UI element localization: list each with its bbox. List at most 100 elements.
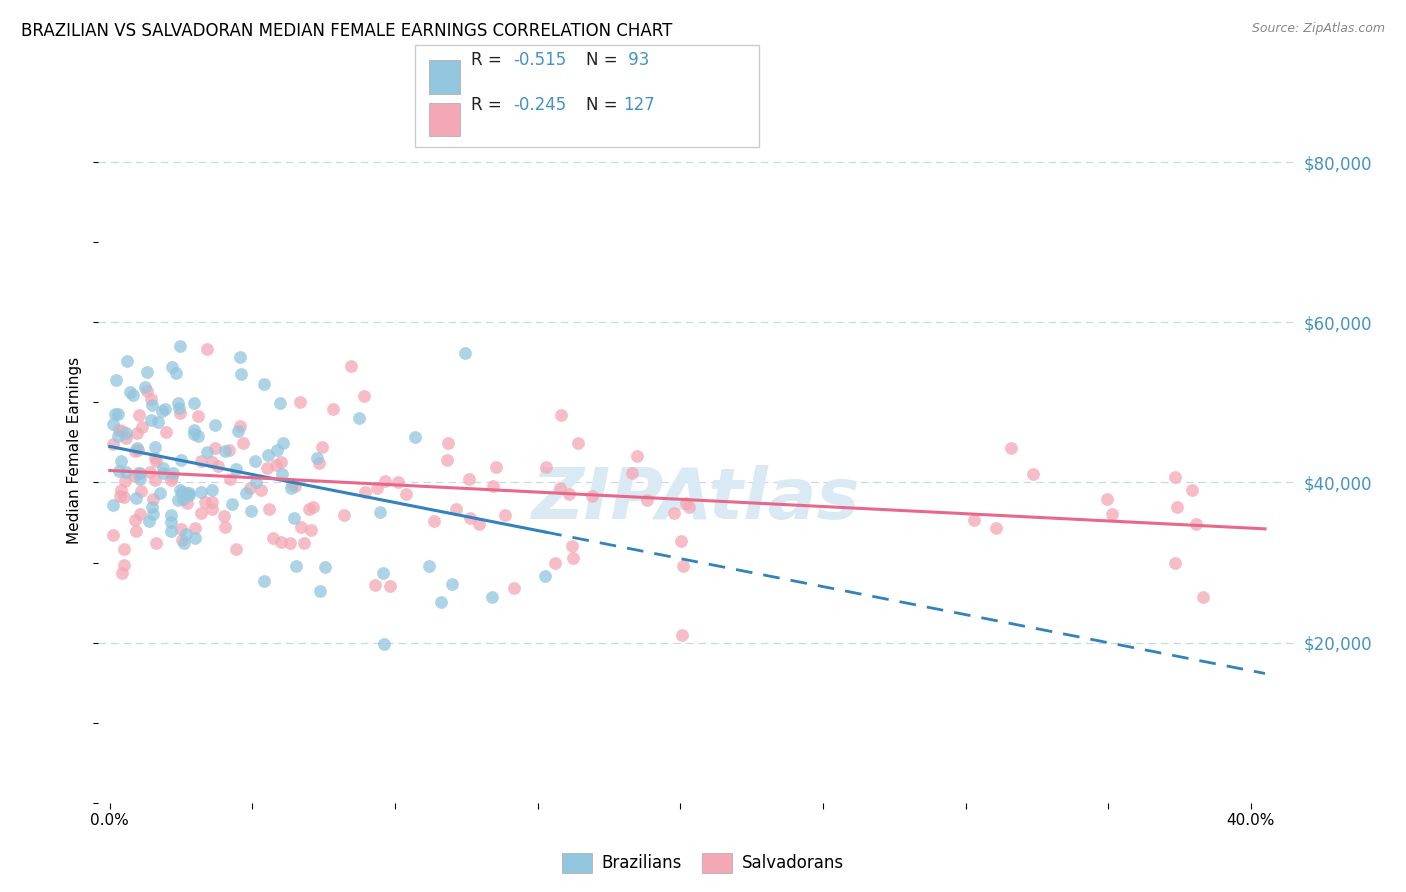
Point [200,495,222,509]
Point [214,444,236,458]
Point [253,574,276,588]
Point [101,498,124,512]
Point [142,492,165,507]
Point [141,399,163,413]
Point [204,441,226,455]
Point [212,509,235,524]
Text: R =: R = [471,96,508,114]
Point [458,471,481,485]
Point [256,461,278,475]
Point [423,515,446,529]
Point [169,483,191,497]
Point [146,416,169,430]
Point [239,504,262,518]
Point [1101,507,1123,521]
Point [333,508,356,522]
Point [111,425,134,439]
Point [468,516,491,531]
Point [1022,467,1045,482]
Point [124,468,146,483]
Point [176,486,198,500]
Point [458,510,481,524]
Point [308,456,330,470]
Point [170,533,193,547]
Point [112,490,135,504]
Point [636,492,658,507]
Point [235,485,257,500]
Point [128,467,150,481]
Point [1164,469,1187,483]
Point [270,455,292,469]
Point [280,481,302,495]
Point [194,495,217,509]
Point [201,455,224,469]
Point [143,451,166,466]
Point [269,395,291,409]
Point [107,407,129,421]
Point [561,539,583,553]
Point [170,484,193,499]
Point [108,423,131,437]
Point [309,584,332,599]
Point [162,466,184,480]
Point [134,379,156,393]
Point [115,426,138,441]
Point [167,401,190,415]
Point [550,408,572,422]
Point [141,392,163,406]
Text: BRAZILIAN VS SALVADORAN MEDIAN FEMALE EARNINGS CORRELATION CHART: BRAZILIAN VS SALVADORAN MEDIAN FEMALE EA… [21,22,672,40]
Point [225,462,247,476]
Point [221,498,243,512]
Point [190,485,212,500]
Point [112,558,135,572]
Point [105,373,128,387]
Point [437,436,460,450]
Point [108,489,131,503]
Point [160,473,183,487]
Text: ZIPAtlas: ZIPAtlas [531,466,860,534]
Text: R =: R = [471,51,508,69]
Point [1000,441,1022,455]
Point [190,454,212,468]
Point [218,443,240,458]
Point [131,483,153,498]
Point [482,479,505,493]
Point [962,513,984,527]
Point [111,566,134,580]
Point [481,591,503,605]
Point [160,524,183,538]
Point [245,475,267,490]
Point [271,435,294,450]
Point [558,487,581,501]
Point [284,479,307,493]
Point [108,464,131,478]
Point [307,451,329,466]
Point [103,407,125,421]
Point [494,508,516,523]
Point [141,500,163,515]
Point [136,384,159,399]
Point [404,430,426,444]
Point [675,496,697,510]
Point [148,486,170,500]
Point [160,469,183,483]
Point [662,506,685,520]
Text: N =: N = [586,51,623,69]
Point [290,520,312,534]
Point [373,637,395,651]
Point [284,559,307,574]
Point [1166,500,1188,514]
Point [257,448,280,462]
Point [243,453,266,467]
Point [364,578,387,592]
Point [114,431,136,445]
Point [418,559,440,574]
Point [135,365,157,379]
Point [373,566,395,581]
Point [201,483,224,498]
Point [485,459,508,474]
Point [195,343,218,357]
Point [128,409,150,423]
Point [128,507,150,521]
Point [145,454,167,468]
